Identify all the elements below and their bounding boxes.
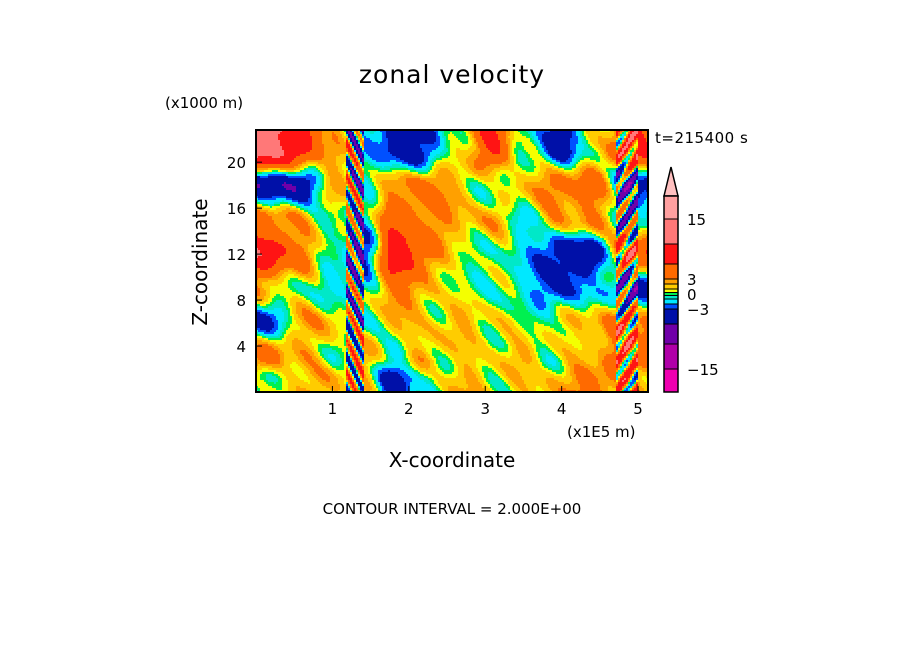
y-tick-label: 20 bbox=[227, 154, 246, 172]
colorbar-band bbox=[663, 308, 679, 325]
colorbar-tick-label: 15 bbox=[687, 211, 706, 229]
colorbar-band bbox=[663, 343, 679, 370]
colorbar-tick-label: −15 bbox=[687, 361, 719, 379]
colorbar-band bbox=[663, 278, 679, 285]
x-unit-label: (x1E5 m) bbox=[567, 423, 636, 441]
colorbar-tick-label: 0 bbox=[687, 286, 697, 304]
y-unit-label: (x1000 m) bbox=[165, 94, 244, 112]
contour-interval-label: CONTOUR INTERVAL = 2.000E+00 bbox=[322, 500, 582, 518]
colorbar-band bbox=[663, 283, 679, 290]
x-tick-label: 5 bbox=[633, 400, 643, 418]
x-tick-label: 2 bbox=[404, 400, 414, 418]
colorbar-overflow-arrow bbox=[663, 166, 679, 197]
colorbar-band bbox=[663, 298, 679, 305]
colorbar-tick-label: 3 bbox=[687, 271, 697, 289]
colorbar-band bbox=[663, 295, 679, 300]
colorbar-band bbox=[663, 288, 679, 293]
colorbar-band bbox=[663, 263, 679, 280]
colorbar-band bbox=[663, 323, 679, 345]
y-tick-label: 12 bbox=[227, 246, 246, 264]
y-tick-label: 8 bbox=[236, 292, 246, 310]
plot-border bbox=[255, 129, 649, 393]
chart-title: zonal velocity bbox=[358, 60, 546, 89]
x-tick-label: 1 bbox=[328, 400, 338, 418]
colorbar-band bbox=[663, 195, 679, 220]
contour-field bbox=[256, 130, 648, 392]
x-axis-label: X-coordinate bbox=[388, 448, 516, 472]
colorbar-band bbox=[663, 218, 679, 245]
colorbar-band bbox=[663, 368, 679, 393]
colorbar-band bbox=[663, 303, 679, 310]
y-tick-label: 4 bbox=[236, 338, 246, 356]
colorbar-tick-label: −3 bbox=[687, 301, 709, 319]
x-tick-label: 4 bbox=[557, 400, 567, 418]
time-label: t=215400 s bbox=[655, 129, 749, 147]
x-tick-label: 3 bbox=[480, 400, 490, 418]
colorbar-band bbox=[663, 243, 679, 265]
y-tick-label: 16 bbox=[227, 200, 246, 218]
colorbar-border bbox=[663, 195, 679, 393]
